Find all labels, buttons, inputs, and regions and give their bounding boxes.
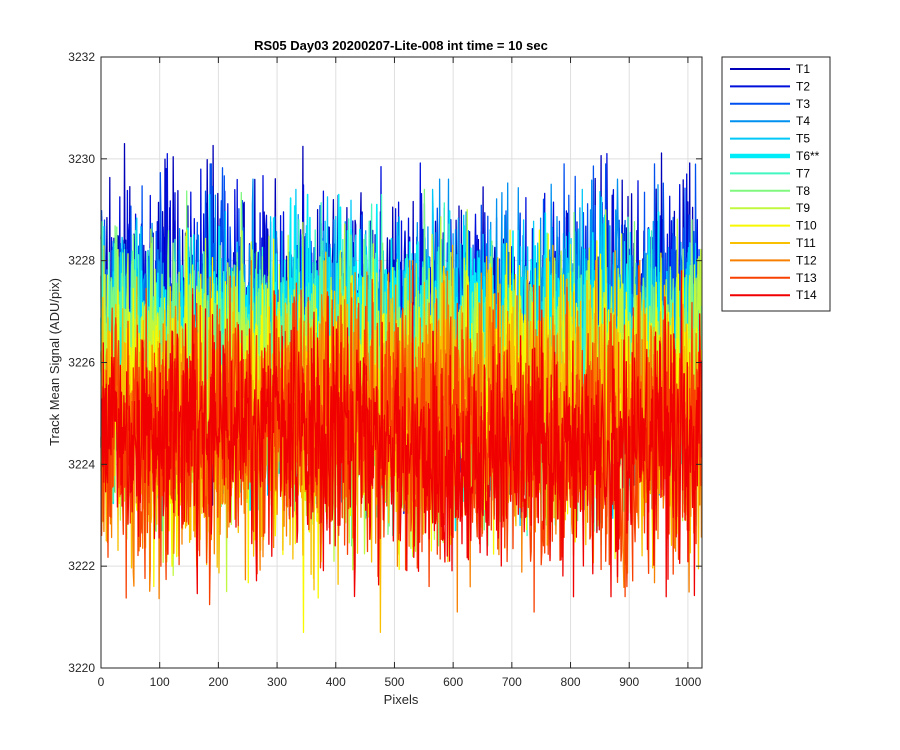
legend-label: T10 xyxy=(796,219,817,233)
plot-area: 0 100 200 300 400 500 600 700 800 900 1000 3220 3222… xyxy=(68,50,703,689)
axis-ticks: 0 100 200 300 400 500 600 700 800 900 1000 3220 3222… xyxy=(68,50,702,689)
legend-label: T9 xyxy=(796,201,810,215)
x-tick-label: 900 xyxy=(619,675,639,689)
legend-label: T5 xyxy=(796,132,810,146)
y-tick-label: 3232 xyxy=(68,50,95,64)
legend-box xyxy=(721,56,831,312)
legend-label: T14 xyxy=(796,288,817,302)
x-tick-label: 500 xyxy=(384,675,404,689)
x-tick-label: 1000 xyxy=(675,675,702,689)
x-tick-label: 200 xyxy=(208,675,228,689)
legend: T1 T2 T3 T4 T5 T6** T7 T8 T9 T10 T11 T12 T13 T14 xyxy=(721,56,831,312)
y-tick-label: 3220 xyxy=(68,661,95,675)
x-tick-label: 0 xyxy=(98,675,105,689)
legend-label: T11 xyxy=(796,236,816,250)
chart-title: RS05 Day03 20200207-Lite-008 int time = … xyxy=(254,38,548,53)
legend-label: T2 xyxy=(796,79,810,93)
x-tick-label: 300 xyxy=(267,675,287,689)
x-tick-label: 400 xyxy=(326,675,346,689)
y-tick-label: 3224 xyxy=(68,457,95,471)
series-lines xyxy=(100,142,703,634)
series-line-t13 xyxy=(100,265,703,613)
y-tick-label: 3228 xyxy=(68,254,95,268)
series-line-t14 xyxy=(100,270,703,598)
legend-label: T12 xyxy=(796,253,817,267)
y-tick-label: 3230 xyxy=(68,152,95,166)
x-axis-label: Pixels xyxy=(384,692,419,707)
legend-label: T4 xyxy=(796,114,810,128)
x-tick-label: 700 xyxy=(502,675,522,689)
legend-label: T13 xyxy=(796,271,817,285)
legend-label: T1 xyxy=(796,62,810,76)
legend-label: T3 xyxy=(796,97,810,111)
legend-label: T8 xyxy=(796,184,810,198)
legend-label: T7 xyxy=(796,166,810,180)
y-tick-label: 3222 xyxy=(68,559,95,573)
y-axis-label: Track Mean Signal (ADU/pix) xyxy=(47,278,62,446)
y-tick-label: 3226 xyxy=(68,356,95,370)
x-tick-label: 600 xyxy=(443,675,463,689)
legend-label: T6** xyxy=(796,149,820,163)
x-tick-label: 100 xyxy=(150,675,170,689)
x-tick-label: 800 xyxy=(561,675,581,689)
